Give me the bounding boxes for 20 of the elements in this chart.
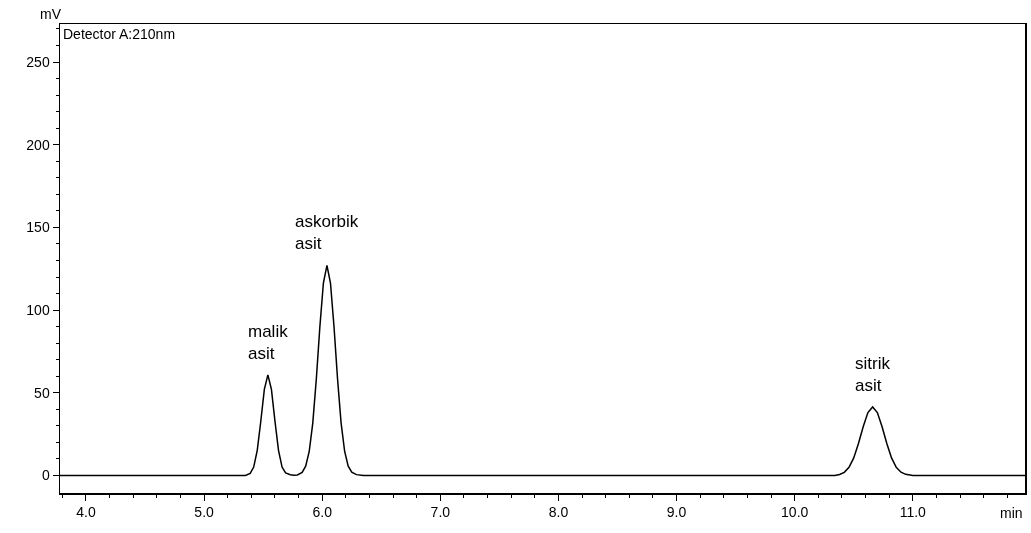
y-tick-label: 100 <box>26 302 50 318</box>
y-axis-title: mV <box>40 6 62 22</box>
x-tick-label: 6.0 <box>312 504 333 521</box>
x-tick-label: 7.0 <box>430 504 451 521</box>
annotation: sitrik asit <box>855 354 891 396</box>
x-tick-label: 10.0 <box>781 504 809 521</box>
y-tick-label: 50 <box>34 384 50 401</box>
x-tick-label: 5.0 <box>194 504 215 521</box>
x-tick-label: 9.0 <box>666 504 687 521</box>
x-tick-label: 8.0 <box>548 504 569 521</box>
x-axis-title: min <box>1000 505 1023 521</box>
annotation: Detector A:210nm <box>63 26 176 42</box>
annotation: askorbik asit <box>295 212 359 254</box>
y-tick-label: 0 <box>41 467 50 484</box>
x-tick-label: 4.0 <box>76 504 96 521</box>
y-tick-label: 250 <box>26 53 50 70</box>
x-tick-label: 11.0 <box>899 504 927 521</box>
annotation: malik asit <box>248 322 289 364</box>
y-tick-label: 200 <box>26 136 50 153</box>
y-tick-label: 150 <box>26 219 50 236</box>
